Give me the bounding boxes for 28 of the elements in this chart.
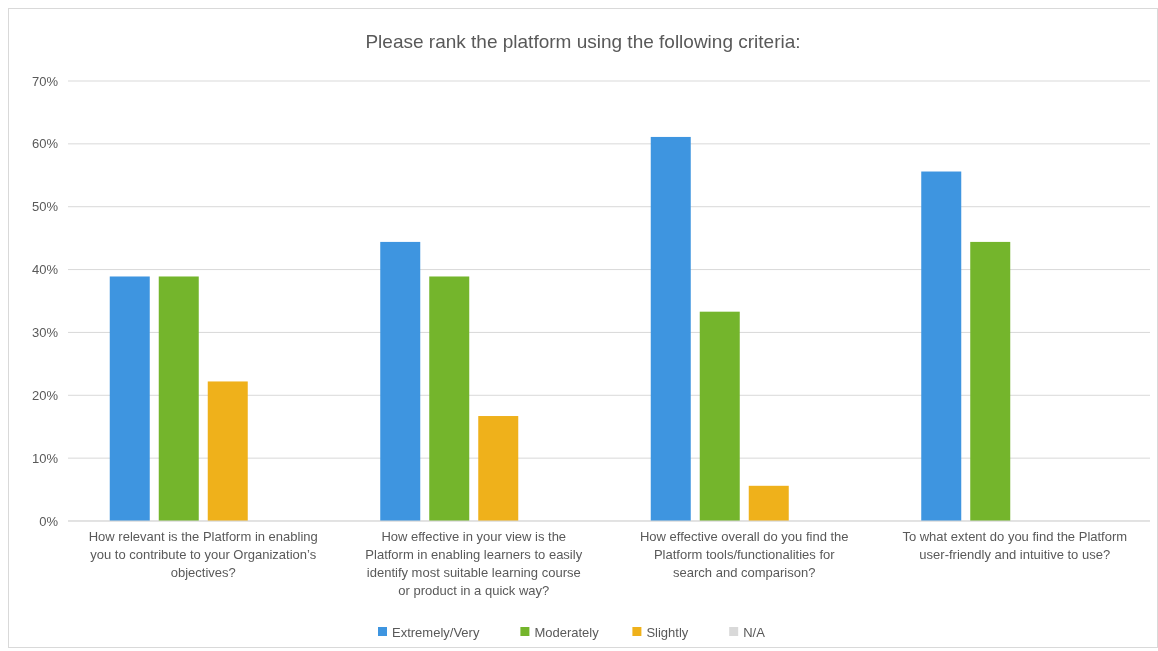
y-tick-label: 40% — [31, 262, 59, 278]
bar — [478, 416, 519, 521]
legend-label: Extremely/Very — [392, 624, 480, 640]
y-tick-label: 10% — [31, 450, 59, 466]
legend-label: Moderately — [534, 624, 600, 640]
bar — [158, 276, 199, 521]
legend-label: N/A — [743, 624, 766, 640]
y-tick-label: 30% — [31, 324, 59, 340]
chart-title: Please rank the platform using the following criteria: — [365, 31, 801, 52]
legend-label: Slightly — [646, 624, 689, 640]
bar — [748, 485, 789, 521]
x-tick-label: How relevant is the Platform in enabling you to contribute to your Organization’s objectives? — [88, 529, 318, 580]
bar — [970, 241, 1011, 521]
x-tick-label: How effective overall do you find the Platform tools/functionalities for search and comparison? — [639, 529, 849, 580]
bar — [921, 171, 962, 521]
y-tick-label: 70% — [31, 73, 59, 89]
y-tick-label: 20% — [31, 387, 59, 403]
y-tick-label: 50% — [31, 199, 59, 215]
bar — [429, 276, 470, 521]
bar — [699, 311, 740, 521]
y-tick-label: 60% — [31, 136, 59, 152]
bar — [380, 241, 421, 521]
bar — [109, 276, 150, 521]
y-tick-label: 0% — [39, 513, 59, 529]
x-tick-label: To what extent do you find the Platform user-friendly and intuitive to use? — [902, 529, 1128, 562]
bar — [207, 381, 248, 521]
bar — [650, 136, 691, 521]
x-tick-label: How effective in your view is the Platform in enabling learners to easily identify most suitable learning course or product in a quick way? — [365, 529, 583, 598]
